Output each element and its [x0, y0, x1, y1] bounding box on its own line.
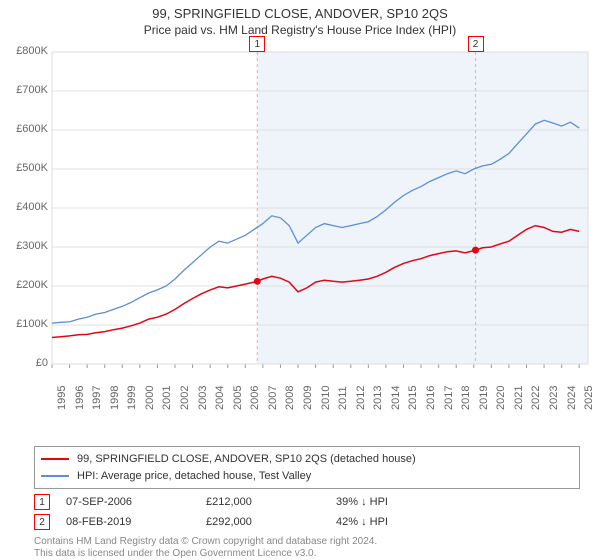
- legend-swatch: [41, 458, 69, 460]
- x-tick-label: 2007: [267, 386, 279, 410]
- x-tick-label: 2003: [197, 386, 209, 410]
- y-tick-label: £600K: [16, 123, 48, 135]
- x-tick-label: 1995: [56, 386, 68, 410]
- legend: 99, SPRINGFIELD CLOSE, ANDOVER, SP10 2QS…: [34, 446, 580, 489]
- x-tick-label: 1997: [91, 386, 103, 410]
- y-tick-label: £100K: [16, 318, 48, 330]
- x-tick-label: 1996: [74, 386, 86, 410]
- event-vs-hpi: 42% ↓ HPI: [336, 516, 466, 528]
- x-tick-label: 2004: [214, 386, 226, 410]
- event-date: 08-FEB-2019: [66, 516, 206, 528]
- x-tick-label: 2013: [372, 386, 384, 410]
- y-tick-label: £800K: [16, 45, 48, 57]
- event-price: £292,000: [206, 516, 336, 528]
- x-axis-ticks: 1995199619971998199920002001200220032004…: [52, 376, 592, 400]
- x-tick-label: 2006: [249, 386, 261, 410]
- event-price: £212,000: [206, 496, 336, 508]
- x-tick-label: 2019: [478, 386, 490, 410]
- x-tick-label: 2010: [320, 386, 332, 410]
- x-tick-label: 2005: [232, 386, 244, 410]
- y-tick-label: £500K: [16, 162, 48, 174]
- x-tick-label: 2008: [284, 386, 296, 410]
- legend-label: HPI: Average price, detached house, Test…: [77, 468, 311, 485]
- x-tick-label: 2009: [302, 386, 314, 410]
- chart-container: 99, SPRINGFIELD CLOSE, ANDOVER, SP10 2QS…: [0, 0, 600, 560]
- x-tick-label: 2016: [425, 386, 437, 410]
- event-row: 2 08-FEB-2019£292,00042% ↓ HPI: [34, 514, 566, 530]
- chart-subtitle: Price paid vs. HM Land Registry's House …: [0, 21, 600, 41]
- x-tick-label: 2023: [548, 386, 560, 410]
- x-tick-label: 1999: [126, 386, 138, 410]
- x-tick-label: 2002: [179, 386, 191, 410]
- x-tick-label: 1998: [109, 386, 121, 410]
- footnote-line2: This data is licensed under the Open Gov…: [34, 548, 316, 559]
- x-tick-label: 2000: [144, 386, 156, 410]
- legend-label: 99, SPRINGFIELD CLOSE, ANDOVER, SP10 2QS…: [77, 451, 416, 468]
- events-table: 1 07-SEP-2006£212,00039% ↓ HPI 2 08-FEB-201…: [34, 490, 566, 530]
- event-vs-hpi: 39% ↓ HPI: [336, 496, 466, 508]
- x-tick-label: 2012: [355, 386, 367, 410]
- event-marker-box: 2: [468, 36, 484, 52]
- event-marker-box: 1: [249, 36, 265, 52]
- footnote-line1: Contains HM Land Registry data © Crown c…: [34, 536, 377, 547]
- legend-swatch: [41, 475, 69, 477]
- event-date: 07-SEP-2006: [66, 496, 206, 508]
- x-tick-label: 2015: [407, 386, 419, 410]
- x-tick-label: 2014: [390, 386, 402, 410]
- legend-row: HPI: Average price, detached house, Test…: [41, 468, 573, 485]
- y-tick-label: £200K: [16, 279, 48, 291]
- y-tick-label: £400K: [16, 201, 48, 213]
- x-tick-label: 2018: [460, 386, 472, 410]
- x-tick-label: 2022: [530, 386, 542, 410]
- legend-row: 99, SPRINGFIELD CLOSE, ANDOVER, SP10 2QS…: [41, 451, 573, 468]
- y-tick-label: £300K: [16, 240, 48, 252]
- chart-title: 99, SPRINGFIELD CLOSE, ANDOVER, SP10 2QS: [0, 0, 600, 21]
- x-tick-label: 2011: [337, 386, 349, 410]
- chart-area: £0 £100K £200K £300K £400K £500K £600K £700K £80…: [0, 44, 600, 404]
- x-tick-label: 2025: [583, 386, 595, 410]
- x-tick-label: 2017: [443, 386, 455, 410]
- footnote: Contains HM Land Registry data © Crown c…: [34, 536, 566, 559]
- x-tick-label: 2020: [495, 386, 507, 410]
- x-tick-label: 2024: [566, 386, 578, 410]
- x-tick-label: 2021: [513, 386, 525, 410]
- event-marker-box: 1: [34, 494, 50, 510]
- event-marker-box: 2: [34, 514, 50, 530]
- y-tick-label: £0: [36, 357, 48, 369]
- event-row: 1 07-SEP-2006£212,00039% ↓ HPI: [34, 494, 566, 510]
- y-tick-label: £700K: [16, 84, 48, 96]
- chart-svg: [0, 44, 600, 404]
- x-tick-label: 2001: [161, 386, 173, 410]
